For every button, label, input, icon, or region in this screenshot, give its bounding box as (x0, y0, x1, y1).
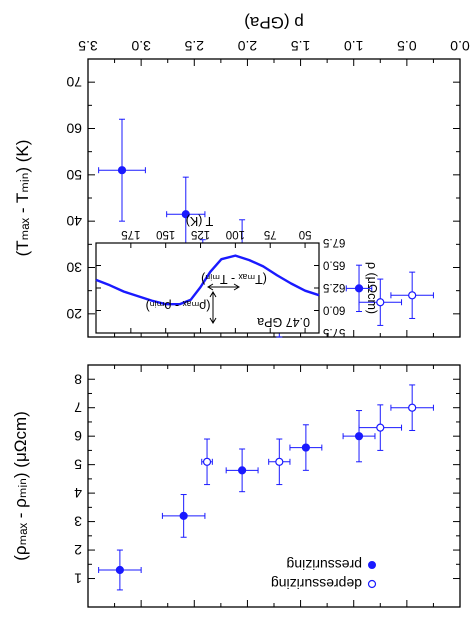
inset-y-tick-label: 67.5 (323, 236, 345, 248)
inset-y-axis-label: ρ (μΩcm) (365, 262, 379, 314)
inset-x-tick-label: 75 (264, 228, 277, 240)
panel-a-y-tick-label: 50 (66, 167, 82, 183)
panel-b-y-tick-label: 7 (74, 400, 82, 416)
x-tick-label: 3.0 (131, 38, 151, 54)
panel-a-point-depressurizing (376, 298, 385, 307)
panel-a-y-tick-label: 30 (66, 260, 82, 276)
legend-label-pressurizing: pressurizing (287, 557, 362, 573)
inset-y-tick-label: 62.5 (323, 281, 345, 293)
x-tick-label: 1.5 (291, 38, 311, 54)
panel-a-point-pressurizing (181, 210, 190, 219)
inset-x-tick-label: 50 (299, 228, 312, 240)
legend-label-depressurizing: depressurizing (271, 576, 362, 592)
panel-a-point-depressurizing (408, 291, 417, 300)
panel-b-frame (87, 364, 461, 608)
inset-x-axis-label: T (K) (186, 214, 214, 228)
inset-x-tick-label: 100 (226, 228, 245, 240)
inset-x-tick-label: 150 (156, 228, 175, 240)
inset-T-arrowhead (207, 283, 214, 291)
inset-y-tick-label: 65.0 (323, 259, 345, 271)
panel-a-point-pressurizing (117, 166, 127, 175)
inset-y-tick-label: 57.5 (323, 326, 345, 338)
panel-b-y-tick-label: 5 (74, 457, 82, 473)
panel-b-point-pressurizing (301, 443, 310, 452)
inset-rho-arrowhead (209, 317, 217, 324)
inset-x-tick-label: 175 (121, 228, 140, 240)
panel-b-point-pressurizing (354, 432, 364, 441)
panel-a-y-tick-label: 60 (66, 121, 82, 137)
panel-b-point-pressurizing (238, 466, 247, 475)
inset-rho-arrowhead (209, 291, 217, 298)
inset-rho-curve (95, 254, 320, 306)
panel-b-point-pressurizing (115, 565, 124, 575)
panel-b-y-tick-label: 2 (74, 542, 82, 558)
x-tick-label: 2.0 (237, 38, 257, 54)
panel-b-point-depressurizing (275, 457, 284, 466)
panel-a-y-tick-label: 70 (66, 74, 82, 90)
x-tick-label: 0.5 (397, 38, 417, 54)
panel-a-y-tick-label: 40 (66, 213, 82, 229)
panel-a-y-tick-label: 20 (66, 306, 82, 322)
panel-b-y-tick-label: 6 (74, 428, 82, 444)
inset-x-tick-label: 125 (191, 228, 210, 240)
panel-a-point-pressurizing (354, 284, 364, 293)
panel-b-y-tick-label: 8 (74, 371, 82, 387)
panel-b-y-tick-label: 3 (74, 514, 82, 530)
x-tick-label: 3.5 (78, 38, 98, 54)
panel-b-point-depressurizing (408, 403, 417, 412)
panel-b-y-tick-label: 4 (74, 485, 82, 501)
legend-marker-pressurizing (368, 561, 376, 569)
inset-frame (95, 242, 320, 334)
inset-T-annotation: (Tₘₐₓ - Tₘᵢₙ) (201, 272, 267, 286)
panel-b: 1 2 3 4 5 6 7 8 (74, 364, 461, 608)
panel-b-ylabel: (ρₘₐₓ - ρₘᵢₙ) (μΩcm) (11, 411, 30, 561)
inset-T-arrowhead (233, 283, 240, 291)
inset-rho-annotation: (ρₘₐₓ - ρₘᵢₙ) (146, 299, 211, 313)
inset-pressure-annotation: 0.47 GPa (257, 315, 310, 329)
x-tick-label: 2.5 (184, 38, 204, 54)
x-tick-label: 1.0 (344, 38, 364, 54)
panel-b-point-pressurizing (179, 511, 188, 520)
top-axis-label: p (GPa) (244, 13, 304, 32)
legend-marker-depressurizing (367, 579, 377, 589)
panel-a-ylabel: (Tₘₐₓ - Tₘᵢₙ) (K) (13, 140, 32, 257)
legend: pressurizing depressurizing (271, 557, 377, 592)
inset-y-tick-label: 60.0 (323, 304, 345, 316)
panel-b-point-depressurizing (202, 457, 212, 466)
inset-chart: 50 75 100 125 150 175 T (K) 57.5 60.0 62.5 65.0 67.… (95, 214, 379, 338)
figure-content: 0.0 0.5 1.0 1.5 2.0 2.5 3.0 3.5 20 30 40 50 60 70 1 2 3… (11, 13, 470, 608)
panel-b-y-tick-label: 1 (74, 571, 82, 587)
panel-b-point-depressurizing (376, 423, 385, 432)
x-tick-label: 0.0 (450, 38, 470, 54)
